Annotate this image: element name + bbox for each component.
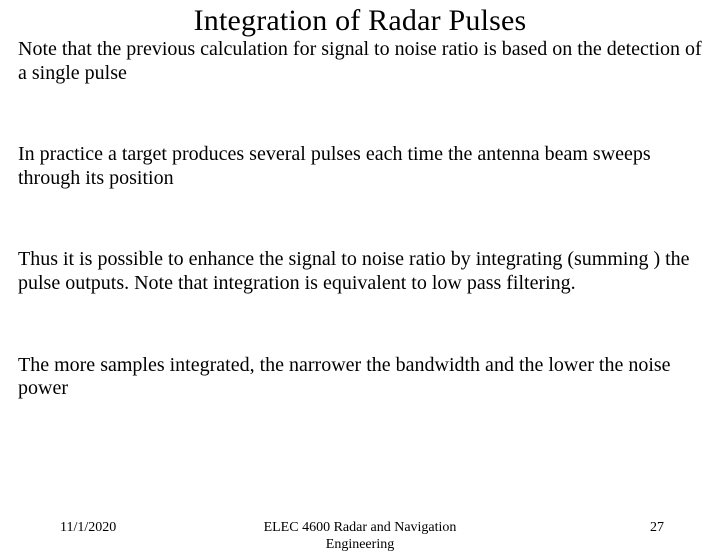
paragraph: The more samples integrated, the narrowe… bbox=[18, 354, 702, 401]
paragraph: In practice a target produces several pu… bbox=[18, 143, 702, 190]
footer-course-line1: ELEC 4600 Radar and Navigation bbox=[264, 520, 457, 535]
footer-course-line2: Engineering bbox=[326, 537, 394, 552]
paragraph: Thus it is possible to enhance the signa… bbox=[18, 248, 702, 295]
slide-body: Note that the previous calculation for s… bbox=[0, 38, 720, 401]
footer-page-number: 27 bbox=[650, 520, 664, 536]
slide-title: Integration of Radar Pulses bbox=[0, 0, 720, 38]
slide: Integration of Radar Pulses Note that th… bbox=[0, 0, 720, 540]
footer-course: ELEC 4600 Radar and Navigation Engineeri… bbox=[0, 520, 720, 554]
paragraph: Note that the previous calculation for s… bbox=[18, 38, 702, 85]
